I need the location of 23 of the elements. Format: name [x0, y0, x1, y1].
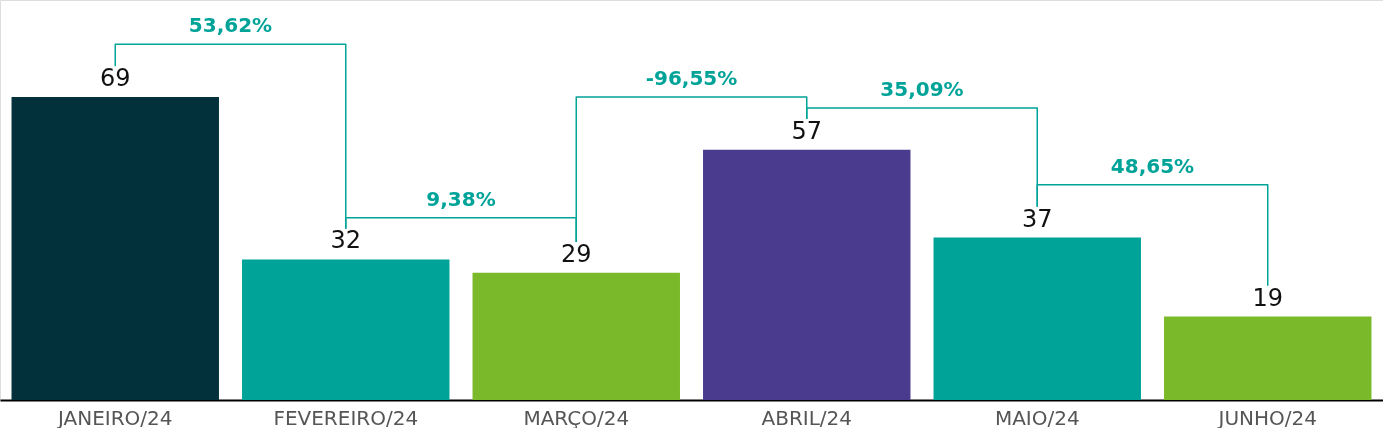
bar — [703, 149, 911, 400]
bar — [1164, 316, 1372, 400]
data-label: 57 — [791, 116, 823, 145]
annotation: 9,38% — [426, 186, 496, 211]
bar — [472, 272, 680, 400]
annotation: 35,09% — [880, 76, 964, 101]
bar — [242, 259, 450, 400]
text: -96,55% — [645, 65, 738, 90]
text: 53,62% — [188, 13, 273, 38]
x-tick-label: FEVEREIRO/24 — [273, 405, 419, 428]
x-tick-label: JUNHO/24 — [1216, 405, 1317, 428]
data-label: 69 — [99, 63, 131, 92]
data-label: 32 — [330, 226, 362, 255]
annotation: 48,65% — [1110, 153, 1195, 178]
bar — [933, 237, 1141, 400]
bar — [11, 96, 219, 400]
data-label: 29 — [560, 239, 592, 268]
x-tick-label: JANEIRO/24 — [55, 405, 173, 428]
data-label: 37 — [1021, 204, 1053, 233]
data-label: 19 — [1252, 283, 1284, 312]
x-tick-label: ABRIL/24 — [761, 405, 853, 428]
x-tick-label: MAIO/24 — [994, 405, 1080, 428]
x-tick-label: MARÇO/24 — [523, 405, 630, 428]
